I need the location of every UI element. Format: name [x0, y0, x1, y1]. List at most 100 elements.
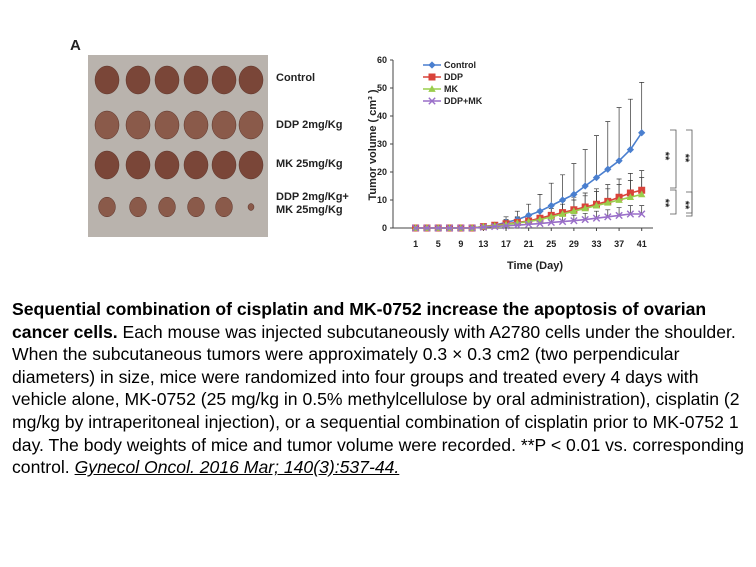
data-point	[604, 198, 612, 206]
data-point	[581, 215, 589, 224]
error-bar	[627, 98, 633, 150]
error-bar	[639, 205, 645, 214]
tumor	[129, 196, 147, 218]
error-bar	[605, 209, 611, 217]
group-label: MK 25mg/Kg	[276, 158, 343, 170]
bracket	[686, 129, 693, 214]
tumor	[187, 196, 205, 218]
error-bar	[560, 174, 566, 200]
y-tick-label: 20	[377, 167, 387, 177]
tumor	[183, 65, 209, 95]
y-tick-label: 0	[382, 223, 387, 233]
data-point	[615, 196, 623, 203]
x-tick-label: 9	[458, 239, 463, 249]
tumor	[158, 196, 176, 218]
data-point	[513, 221, 522, 229]
significance-label: **	[659, 152, 671, 161]
x-tick-label: 37	[614, 239, 624, 249]
data-point	[637, 190, 646, 198]
data-point	[423, 224, 431, 232]
significance-label: **	[679, 201, 691, 210]
tumor	[183, 150, 209, 180]
error-bar	[616, 107, 622, 161]
data-point	[524, 220, 533, 229]
legend-marker	[428, 73, 436, 81]
x-tick-label: 41	[637, 239, 647, 249]
data-point	[536, 219, 544, 228]
data-point	[558, 210, 567, 217]
tumor	[125, 110, 151, 140]
tumor	[238, 110, 264, 140]
tumor	[94, 150, 120, 180]
group-label: Control	[276, 72, 315, 84]
data-point	[547, 212, 555, 220]
citation-link[interactable]: Gynecol Oncol. 2016 Mar; 140(3):537-44.	[74, 457, 400, 478]
y-tick-label: 10	[377, 195, 387, 205]
legend-marker	[428, 61, 436, 69]
tumor	[211, 150, 237, 180]
tumor	[94, 65, 120, 95]
error-bar	[593, 210, 599, 219]
tumor-photo-content	[94, 65, 264, 218]
error-bar	[627, 205, 633, 214]
caption-title: Sequential combination of cisplatin and …	[12, 299, 707, 342]
tumor	[183, 110, 209, 140]
group-label: MK 25mg/Kg	[276, 204, 343, 216]
data-point	[570, 207, 578, 215]
legend-label: DDP	[444, 72, 463, 82]
error-bar	[582, 213, 588, 220]
error-bar	[571, 163, 577, 195]
x-tick-label: 17	[501, 239, 511, 249]
data-point	[468, 224, 476, 232]
data-point	[558, 196, 567, 204]
x-tick-label: 25	[546, 239, 556, 249]
y-tick-label: 60	[377, 55, 387, 65]
significance-label: **	[679, 154, 691, 163]
legend-marker	[428, 85, 436, 92]
data-point	[604, 213, 612, 221]
legend-label: Control	[444, 60, 476, 70]
data-point	[558, 217, 567, 226]
x-tick-label: 1	[413, 239, 418, 249]
data-point	[547, 201, 555, 210]
data-point	[638, 210, 646, 218]
legend-label: MK	[444, 84, 458, 94]
data-point	[457, 224, 465, 232]
data-point	[445, 224, 454, 232]
data-point	[638, 186, 646, 194]
y-tick-label: 30	[377, 139, 387, 149]
y-tick-label: 40	[377, 111, 387, 121]
tumor	[125, 65, 151, 95]
significance-brackets	[670, 129, 693, 217]
group-label: DDP 2mg/Kg	[276, 119, 342, 131]
tumor	[125, 150, 151, 180]
data-point	[479, 223, 488, 231]
tumor	[247, 203, 255, 211]
data-point	[502, 222, 510, 230]
tumor	[94, 110, 120, 140]
bracket	[686, 191, 693, 217]
data-point	[615, 157, 623, 165]
data-point	[570, 217, 578, 225]
tumor	[238, 65, 264, 95]
tumor	[154, 110, 180, 140]
x-tick-label: 21	[524, 239, 534, 249]
group-label: DDP 2mg/Kg+	[276, 191, 349, 203]
data-point	[626, 193, 635, 201]
caption-text: Each mouse was injected subcutaneously w…	[12, 321, 745, 478]
data-point	[581, 182, 589, 190]
data-point	[615, 211, 623, 220]
legend-marker	[428, 97, 436, 105]
significance-label: **	[659, 199, 671, 208]
tumor	[211, 65, 237, 95]
x-tick-label: 29	[569, 239, 579, 249]
data-point	[592, 173, 601, 182]
y-axis-label: Tumor volume ( cm³ )	[367, 89, 379, 200]
error-bar	[616, 207, 622, 216]
error-bar	[582, 149, 588, 186]
x-tick-label: 5	[436, 239, 441, 249]
caption: Sequential combination of cisplatin and …	[12, 298, 752, 479]
error-bar	[548, 182, 554, 206]
